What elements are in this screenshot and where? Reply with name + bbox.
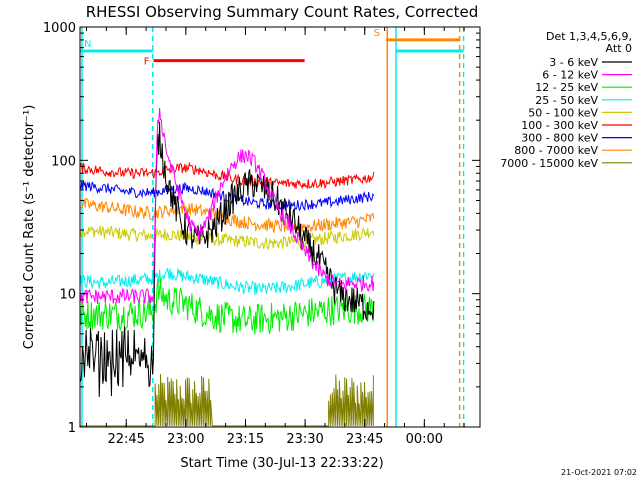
chart-title: RHESSI Observing Summary Count Rates, Co… — [86, 3, 479, 21]
legend-label: 800 - 7000 keV — [514, 144, 598, 157]
flag-label-n: N — [84, 39, 91, 50]
legend-label: 7000 - 15000 keV — [500, 157, 598, 170]
series-line-12-25kev — [79, 278, 375, 336]
x-tick-label: 22:45 — [107, 432, 144, 447]
legend-label: 12 - 25 keV — [535, 81, 598, 94]
series-line-6-12kev — [79, 108, 375, 305]
legend-label: 3 - 6 keV — [549, 56, 598, 69]
legend-label: 25 - 50 keV — [535, 94, 598, 107]
flag-label-s: S — [374, 28, 380, 39]
legend-label: 100 - 300 keV — [521, 119, 598, 132]
y-tick-label: 10 — [59, 288, 76, 303]
series-line-3-6kev — [79, 121, 375, 397]
legend-label: 50 - 100 keV — [528, 106, 598, 119]
x-axis-label: Start Time (30-Jul-13 22:33:22) — [180, 456, 383, 471]
y-tick-label: 100 — [51, 154, 76, 169]
plot-frame — [79, 26, 481, 428]
x-tick-label: 23:00 — [167, 432, 204, 447]
legend-header-line-1: Det 1,3,4,5,6,9, — [546, 30, 632, 43]
x-tick-label: 00:00 — [406, 432, 443, 447]
flag-label-f: F — [144, 57, 150, 68]
series-line-100-300kev — [79, 161, 375, 190]
x-axis: 22:45 23:00 23:15 23:30 23:45 00:00 — [85, 27, 465, 447]
legend-label: 300 - 800 keV — [521, 132, 598, 145]
y-tick-label: 1000 — [43, 21, 76, 36]
x-tick-label: 23:30 — [286, 432, 323, 447]
series-line-50-100kev — [79, 225, 375, 251]
series-line-7000-15000kev — [80, 374, 374, 427]
series-layer — [79, 108, 375, 427]
y-axis: 1 10 100 1000 — [43, 21, 480, 436]
series-line-300-800kev — [79, 180, 375, 212]
legend-header-line-2: Att 0 — [606, 42, 632, 55]
footer-date: 21-Oct-2021 07:02 — [561, 468, 637, 477]
y-axis-label: Corrected Count Rate (s⁻¹ detector⁻¹) — [22, 105, 37, 350]
legend-label: 6 - 12 keV — [542, 69, 598, 82]
x-tick-label: 23:15 — [227, 432, 264, 447]
flag-bars: F N S — [80, 28, 464, 68]
y-tick-label: 1 — [68, 421, 76, 436]
x-tick-label: 23:45 — [346, 432, 383, 447]
series-line-25-50kev — [79, 268, 375, 296]
